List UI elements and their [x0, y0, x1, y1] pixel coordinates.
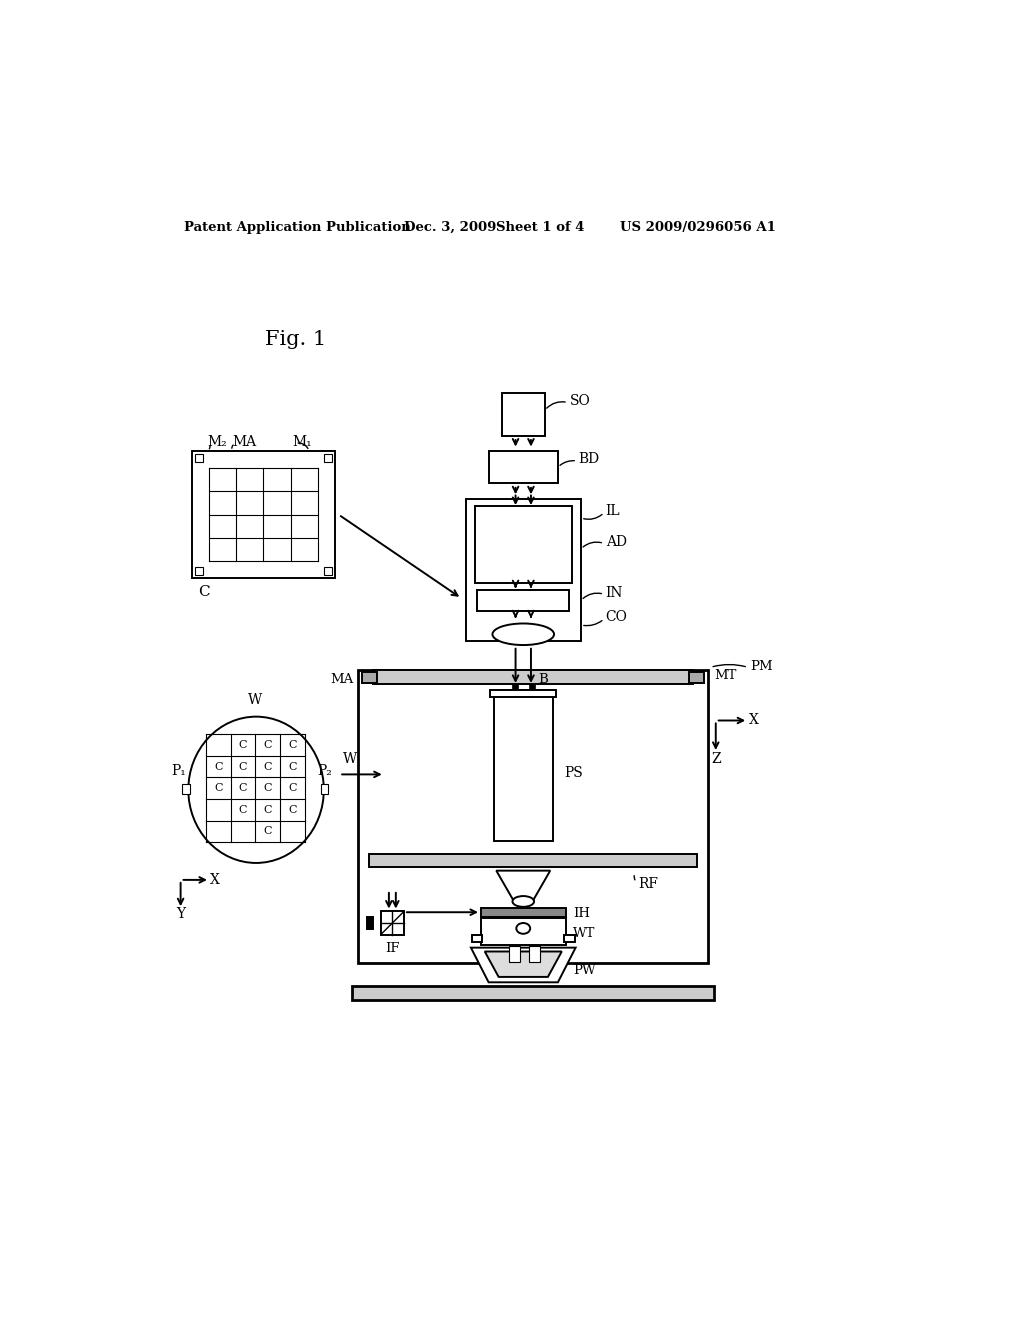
- Bar: [321, 784, 329, 793]
- Text: C: C: [239, 762, 247, 772]
- Text: IL: IL: [605, 504, 621, 517]
- Text: C: C: [239, 783, 247, 793]
- Text: RF: RF: [639, 876, 658, 891]
- Bar: [564, 935, 574, 942]
- Text: C: C: [288, 805, 297, 814]
- Bar: [488, 451, 558, 483]
- Bar: [477, 590, 569, 611]
- Text: C: C: [288, 783, 297, 793]
- Text: M₂: M₂: [208, 434, 227, 449]
- Text: IN: IN: [605, 586, 624, 599]
- Bar: [196, 454, 203, 462]
- Text: WT: WT: [573, 927, 596, 940]
- Bar: [475, 507, 571, 583]
- Bar: [193, 451, 335, 578]
- Bar: [503, 393, 545, 436]
- Bar: [370, 854, 696, 867]
- Text: AD: AD: [605, 535, 627, 549]
- Text: Y: Y: [176, 907, 185, 921]
- Text: BD: BD: [579, 453, 600, 466]
- Polygon shape: [484, 952, 562, 977]
- Text: P₂: P₂: [317, 763, 333, 777]
- Text: MA: MA: [331, 673, 354, 686]
- Text: C: C: [263, 783, 271, 793]
- Bar: [490, 690, 556, 697]
- Bar: [182, 784, 189, 793]
- Text: W: W: [249, 693, 262, 706]
- Bar: [324, 568, 332, 576]
- Text: C: C: [263, 805, 271, 814]
- Text: PS: PS: [564, 766, 583, 780]
- Ellipse shape: [188, 717, 324, 863]
- Bar: [381, 911, 403, 935]
- Text: P₁: P₁: [171, 763, 186, 777]
- Text: MT: MT: [714, 668, 736, 681]
- Text: IH: IH: [573, 907, 590, 920]
- Bar: [472, 935, 482, 942]
- Bar: [512, 684, 518, 689]
- Text: C: C: [263, 741, 271, 750]
- Bar: [529, 946, 541, 961]
- Ellipse shape: [512, 896, 535, 907]
- Text: Patent Application Publication: Patent Application Publication: [184, 222, 412, 234]
- Bar: [466, 499, 581, 642]
- Text: Sheet 1 of 4: Sheet 1 of 4: [497, 222, 585, 234]
- Bar: [528, 684, 535, 689]
- Text: C: C: [288, 762, 297, 772]
- Bar: [367, 917, 373, 929]
- Text: Fig. 1: Fig. 1: [265, 330, 327, 348]
- Text: C: C: [239, 805, 247, 814]
- Bar: [481, 908, 565, 917]
- Text: C: C: [263, 826, 271, 837]
- Text: X: X: [210, 873, 219, 887]
- Text: W: W: [343, 752, 357, 766]
- Bar: [361, 672, 377, 682]
- Bar: [357, 671, 708, 964]
- Text: C: C: [214, 783, 222, 793]
- Bar: [324, 454, 332, 462]
- Text: IF: IF: [385, 942, 399, 954]
- Bar: [196, 568, 203, 576]
- Bar: [494, 690, 553, 841]
- Text: Z: Z: [711, 752, 721, 766]
- Text: C: C: [263, 762, 271, 772]
- Ellipse shape: [493, 623, 554, 645]
- Text: C: C: [199, 585, 210, 599]
- Polygon shape: [497, 871, 550, 902]
- Text: M₁: M₁: [292, 434, 312, 449]
- Text: PW: PW: [573, 964, 596, 977]
- Text: Dec. 3, 2009: Dec. 3, 2009: [403, 222, 497, 234]
- Bar: [351, 986, 714, 1001]
- Text: C: C: [288, 741, 297, 750]
- Text: US 2009/0296056 A1: US 2009/0296056 A1: [620, 222, 775, 234]
- Bar: [481, 919, 565, 945]
- Bar: [373, 671, 692, 684]
- Text: PM: PM: [751, 660, 773, 673]
- Text: MA: MA: [232, 434, 256, 449]
- Text: C: C: [214, 762, 222, 772]
- Text: CO: CO: [605, 610, 628, 624]
- Bar: [689, 672, 705, 682]
- Text: C: C: [239, 741, 247, 750]
- Text: SO: SO: [569, 393, 590, 408]
- Text: B: B: [539, 673, 549, 686]
- Bar: [509, 946, 520, 961]
- Text: X: X: [750, 714, 759, 727]
- Polygon shape: [471, 948, 575, 982]
- Ellipse shape: [516, 923, 530, 933]
